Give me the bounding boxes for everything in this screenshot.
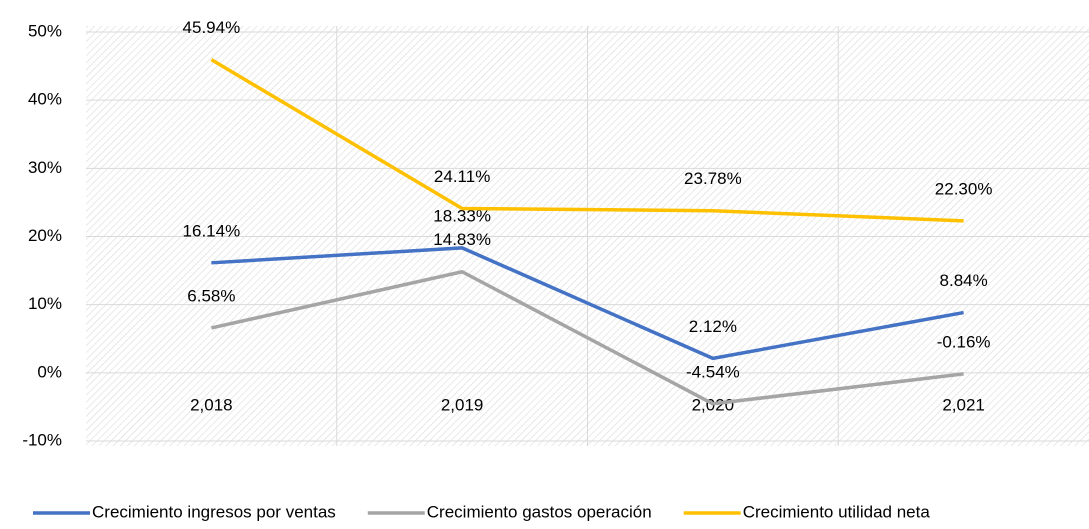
y-tick-label: 10% bbox=[28, 294, 62, 313]
y-tick-label: 0% bbox=[37, 362, 62, 381]
x-tick-label: 2,019 bbox=[441, 395, 484, 414]
data-label: 22.30% bbox=[935, 179, 993, 198]
y-tick-label: 20% bbox=[28, 226, 62, 245]
data-label: 8.84% bbox=[940, 271, 988, 290]
series-line bbox=[211, 246, 964, 361]
series-line bbox=[210, 269, 964, 406]
data-label: -0.16% bbox=[937, 332, 991, 351]
data-label: 45.94% bbox=[183, 18, 241, 37]
data-label: 18.33% bbox=[433, 206, 491, 225]
data-label: 6.58% bbox=[187, 286, 235, 305]
x-tick-label: 2,021 bbox=[942, 395, 985, 414]
data-label: 16.14% bbox=[183, 221, 241, 240]
y-tick-label: 50% bbox=[28, 21, 62, 40]
data-label: -4.54% bbox=[686, 362, 740, 381]
legend-label: Crecimiento utilidad neta bbox=[743, 502, 931, 521]
data-label: 2.12% bbox=[689, 317, 737, 336]
y-tick-label: 40% bbox=[28, 90, 62, 109]
x-tick-label: 2,018 bbox=[190, 395, 233, 414]
legend-label: Crecimiento gastos operación bbox=[427, 502, 652, 521]
data-label: 14.83% bbox=[433, 230, 491, 249]
data-label: 24.11% bbox=[434, 167, 490, 186]
series-line bbox=[210, 58, 964, 223]
y-tick-label: -10% bbox=[22, 430, 62, 449]
y-tick-label: 30% bbox=[28, 158, 62, 177]
legend-label: Crecimiento ingresos por ventas bbox=[92, 502, 336, 521]
data-label: 23.78% bbox=[684, 169, 742, 188]
